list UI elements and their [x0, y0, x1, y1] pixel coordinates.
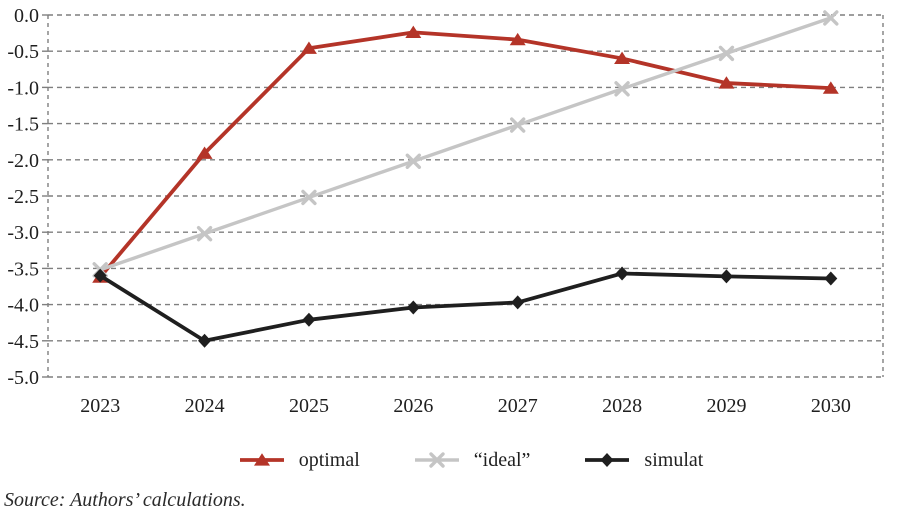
- y-tick-label: -0.5: [7, 41, 39, 63]
- y-tick-label: -1.5: [7, 114, 39, 136]
- y-tick-label: -2.5: [7, 186, 39, 208]
- diamond-marker-icon: [511, 295, 525, 310]
- x-marker-icon: [509, 117, 526, 133]
- x-tick-label: 2029: [706, 395, 746, 417]
- y-tick-label: 0.0: [14, 5, 39, 27]
- triangle-marker-icon: [253, 453, 270, 466]
- legend-diamond-icon: [584, 451, 630, 469]
- x-marker-icon: [405, 153, 422, 169]
- x-tick-label: 2023: [80, 395, 120, 417]
- series-line: [99, 16, 832, 272]
- legend-item-triangle: optimal: [239, 449, 360, 472]
- triangle-marker-icon: [405, 25, 422, 38]
- legend-label: optimal: [298, 448, 360, 471]
- x-marker-icon: [614, 81, 630, 97]
- y-tick-label: -3.5: [7, 258, 39, 280]
- triangle-marker-icon: [822, 81, 839, 94]
- x-marker-icon: [196, 225, 213, 242]
- legend-item-diamond: simulat: [584, 449, 703, 472]
- diamond-marker-icon: [600, 453, 614, 467]
- x-axis-labels: 2023 2024 2025 2026 2027 2028 2029 2030: [80, 395, 851, 417]
- triangle-marker-icon: [300, 41, 317, 54]
- legend-x-icon: [414, 451, 460, 469]
- x-tick-label: 2026: [393, 395, 433, 417]
- diamond-marker-icon: [719, 269, 733, 284]
- x-marker-icon: [429, 452, 445, 468]
- legend-triangle-icon: [239, 451, 285, 469]
- legend-label: simulat: [644, 448, 704, 471]
- x-marker-icon: [823, 10, 839, 26]
- diamond-marker-icon: [824, 271, 838, 286]
- y-tick-label: -5.0: [7, 367, 39, 389]
- x-tick-label: 2027: [498, 395, 538, 417]
- line-chart: 0.0 -0.5 -1.0 -1.5 -2.0 -2.5 -3.0 -3.5 -4.0 -4.5 -…: [7, 5, 884, 417]
- diamond-marker-icon: [406, 300, 420, 315]
- y-axis-labels: 0.0 -0.5 -1.0 -1.5 -2.0 -2.5 -3.0 -3.5 -4.0 -4.5 -…: [7, 5, 39, 389]
- diamond-marker-icon: [93, 268, 107, 283]
- triangle-marker-icon: [718, 76, 735, 89]
- diamond-marker-icon: [302, 312, 316, 327]
- series-line: [98, 30, 831, 279]
- diamond-marker-icon: [615, 266, 629, 281]
- x-tick-label: 2028: [602, 395, 642, 417]
- x-tick-label: 2025: [289, 395, 329, 417]
- triangle-marker-icon: [196, 146, 213, 159]
- y-tick-label: -4.0: [7, 295, 39, 317]
- y-tick-label: -4.5: [7, 331, 39, 353]
- legend-label: “ideal”: [473, 448, 531, 471]
- y-tick-label: -1.0: [7, 77, 39, 99]
- legend-item-x: “ideal”: [414, 448, 531, 472]
- x-tick-label: 2024: [185, 395, 225, 417]
- diamond-marker-icon: [198, 333, 212, 348]
- series-diamond: [93, 266, 838, 348]
- y-tick-label: -3.0: [7, 222, 39, 244]
- source-note: Source: Authors’ calculations.: [4, 489, 246, 511]
- x-marker-icon: [718, 45, 735, 62]
- series-line: [99, 271, 831, 343]
- chart-legend: optimal “ideal” simulat: [0, 445, 900, 475]
- x-tick-label: 2030: [811, 395, 851, 417]
- triangle-marker-icon: [509, 32, 526, 46]
- series-triangle: [92, 25, 839, 283]
- triangle-marker-icon: [614, 51, 631, 65]
- y-tick-label: -2.0: [7, 150, 39, 172]
- x-marker-icon: [301, 189, 317, 206]
